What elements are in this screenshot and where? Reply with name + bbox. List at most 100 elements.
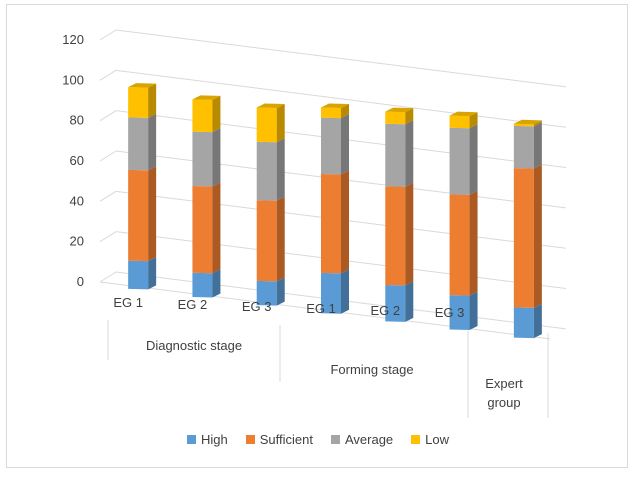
bar-segment-average	[449, 127, 470, 195]
y-tick-label: 20	[70, 234, 84, 249]
bar-segment-low	[321, 107, 341, 119]
legend-label-sufficient: Sufficient	[259, 432, 313, 447]
legend: High Sufficient Average Low	[0, 432, 636, 447]
bar-side-low	[405, 108, 414, 125]
bar-side-average	[148, 113, 157, 171]
bar-side-sufficient	[212, 182, 221, 274]
bar-segment-average	[256, 141, 277, 201]
bar-side-high	[533, 303, 542, 339]
bar-segment-low	[256, 107, 277, 143]
bar-segment-sufficient	[513, 168, 534, 308]
legend-item-low[interactable]: Low	[411, 432, 449, 447]
bar-side-low	[148, 83, 157, 118]
bar-top	[192, 95, 221, 100]
gridline-side	[99, 150, 117, 162]
bar-side-sufficient	[469, 190, 478, 296]
bar-segment-high	[449, 295, 470, 330]
y-tick-label: 40	[70, 193, 84, 208]
y-tick-label: 60	[70, 153, 84, 168]
gridline-side	[99, 231, 117, 243]
bar-segment-average	[513, 125, 534, 169]
bar-side-high	[469, 291, 478, 330]
legend-swatch-average	[330, 435, 340, 444]
y-tick-label: 0	[77, 274, 84, 289]
bar-top	[385, 107, 414, 113]
bar-segment-average	[385, 123, 406, 187]
bar-side-average	[276, 138, 285, 201]
bar-side-high	[276, 277, 285, 306]
bar-segment-sufficient	[256, 200, 277, 282]
x-tick-label: EG 2	[370, 303, 400, 318]
bar-top	[321, 103, 349, 109]
bar-side-sufficient	[405, 182, 414, 286]
gridline-side	[99, 190, 117, 202]
bar-segment-sufficient	[128, 169, 149, 262]
legend-swatch-low	[411, 435, 421, 444]
gridline-side	[99, 110, 117, 122]
bar-segment-high	[321, 272, 341, 314]
group-label: group	[487, 395, 520, 410]
legend-label-low: Low	[425, 432, 450, 447]
bar-side-low	[469, 112, 478, 129]
bar-top	[513, 119, 542, 125]
legend-item-high[interactable]: High	[186, 432, 228, 447]
bar-segment-high	[128, 260, 149, 290]
bar-side-high	[341, 269, 349, 314]
legend-label-average: Average	[344, 432, 394, 447]
legend-swatch-high	[186, 435, 196, 444]
bar-side-average	[212, 128, 221, 187]
group-label: Forming stage	[330, 362, 413, 377]
legend-swatch-sufficient	[245, 435, 255, 444]
bar-side-average	[405, 120, 414, 187]
bar-side-high	[212, 269, 221, 298]
bar-segment-sufficient	[449, 194, 470, 296]
bar-side-high	[148, 257, 157, 290]
x-tick-label: EG 3	[242, 299, 272, 314]
bar-segment-high	[256, 280, 277, 306]
bar-side-sufficient	[533, 164, 542, 308]
gridline-side	[99, 271, 117, 283]
bar-top	[256, 103, 285, 108]
group-label: Expert	[485, 376, 523, 391]
gridline-side	[99, 69, 117, 81]
bar-segment-high	[192, 272, 213, 298]
x-tick-label: EG 2	[178, 297, 208, 312]
bar-segment-average	[192, 131, 213, 187]
bar-side-sufficient	[276, 196, 285, 282]
gridline-side	[99, 29, 117, 41]
legend-item-average[interactable]: Average	[330, 432, 394, 447]
bar-side-high	[405, 281, 414, 322]
bar-segment-high	[513, 307, 534, 339]
bar-segment-high	[385, 285, 406, 322]
legend-label-high: High	[200, 432, 228, 447]
bar-segment-average	[128, 117, 149, 171]
x-tick-label: EG 1	[306, 301, 336, 316]
bar-segment-low	[385, 111, 406, 125]
bar-side-low	[212, 95, 221, 133]
bar-side-average	[341, 114, 349, 175]
bar-top	[449, 111, 478, 117]
bar-segment-low	[192, 99, 213, 133]
legend-item-sufficient[interactable]: Sufficient	[245, 432, 313, 447]
gridline	[115, 69, 567, 128]
bar-side-sufficient	[341, 170, 349, 274]
bar-side-low	[533, 120, 542, 127]
y-tick-label: 120	[62, 32, 84, 47]
y-tick-label: 80	[70, 113, 84, 128]
bar-side-average	[533, 122, 542, 169]
bar-segment-low	[128, 87, 149, 118]
gridline	[115, 29, 567, 88]
bars	[128, 83, 542, 339]
bar-side-low	[341, 104, 349, 119]
x-tick-label: EG 3	[435, 305, 465, 320]
group-label: Diagnostic stage	[146, 338, 242, 353]
x-tick-label: EG 1	[113, 295, 143, 310]
bar-side-average	[469, 124, 478, 195]
y-tick-label: 100	[62, 72, 84, 87]
bar-segment-low	[513, 123, 534, 127]
bar-segment-average	[321, 117, 341, 175]
bar-segment-low	[449, 115, 470, 129]
bar-segment-sufficient	[385, 186, 406, 286]
bar-side-low	[276, 103, 285, 143]
